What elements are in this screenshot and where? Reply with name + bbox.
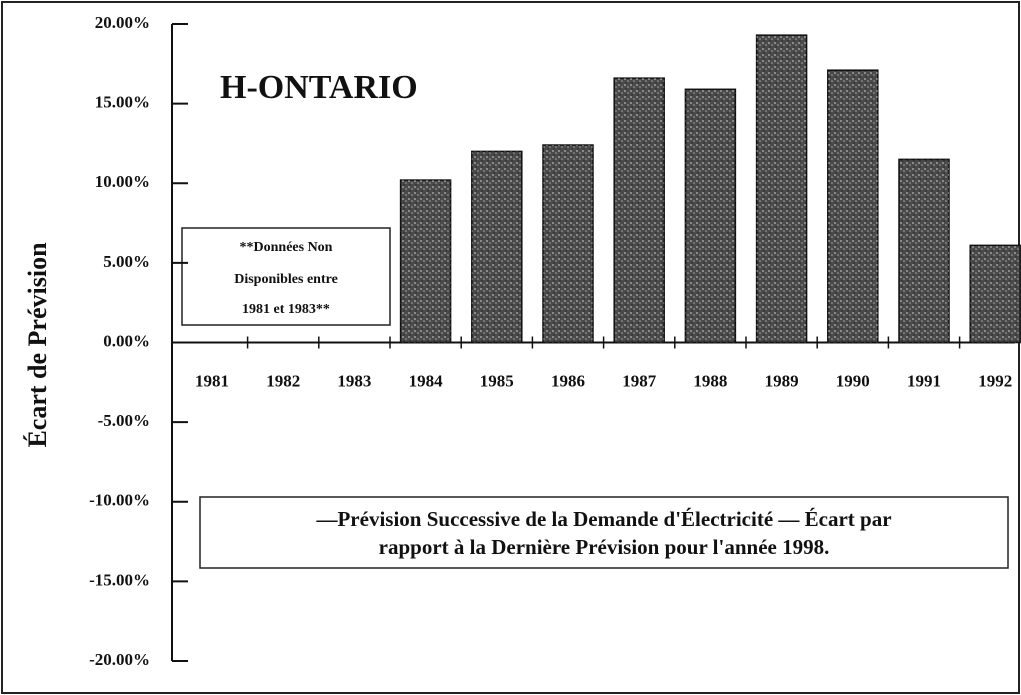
- caption-line: —Prévision Successive de la Demande d'Él…: [315, 507, 891, 531]
- bar-texture: [685, 89, 736, 343]
- bar-texture: [756, 35, 807, 343]
- note-line: Disponibles entre: [234, 272, 338, 287]
- bar-texture: [543, 145, 593, 343]
- bar-texture: [899, 159, 949, 343]
- y-axis-label: Écart de Prévision: [23, 242, 52, 448]
- y-tick-label: 10.00%: [95, 172, 150, 191]
- x-tick-label: 1989: [765, 371, 799, 390]
- x-tick-label: 1990: [836, 371, 870, 390]
- y-tick-label: 0.00%: [103, 331, 150, 350]
- note-line: **Données Non: [240, 240, 333, 255]
- note-line: 1981 et 1983**: [242, 302, 330, 317]
- y-tick-label: 20.00%: [95, 13, 150, 32]
- chart-title: H-ONTARIO: [220, 69, 418, 106]
- x-tick-label: 1992: [978, 371, 1012, 390]
- x-tick-label: 1988: [693, 371, 727, 390]
- y-tick-label: -15.00%: [89, 570, 150, 589]
- y-tick-label: 15.00%: [95, 93, 150, 112]
- bar-texture: [827, 70, 878, 343]
- bar-texture: [471, 151, 522, 343]
- caption-line: rapport à la Dernière Prévision pour l'a…: [379, 535, 830, 559]
- x-tick-label: 1985: [480, 371, 514, 390]
- x-tick-label: 1983: [337, 371, 371, 390]
- y-tick-label: -10.00%: [89, 491, 150, 510]
- x-tick-label: 1981: [195, 371, 229, 390]
- note-box: [181, 227, 391, 326]
- y-tick-label: 5.00%: [103, 252, 150, 271]
- x-tick-label: 1984: [409, 371, 444, 390]
- y-tick-label: -20.00%: [89, 650, 150, 669]
- x-tick-label: 1982: [266, 371, 300, 390]
- caption-box: [199, 496, 1009, 569]
- bar-texture: [400, 180, 451, 343]
- y-tick-label: -5.00%: [98, 411, 150, 430]
- x-tick-label: 1991: [907, 371, 941, 390]
- x-tick-label: 1986: [551, 371, 585, 390]
- bar-texture: [614, 78, 665, 343]
- bar-texture: [970, 245, 1021, 343]
- x-tick-label: 1987: [622, 371, 657, 390]
